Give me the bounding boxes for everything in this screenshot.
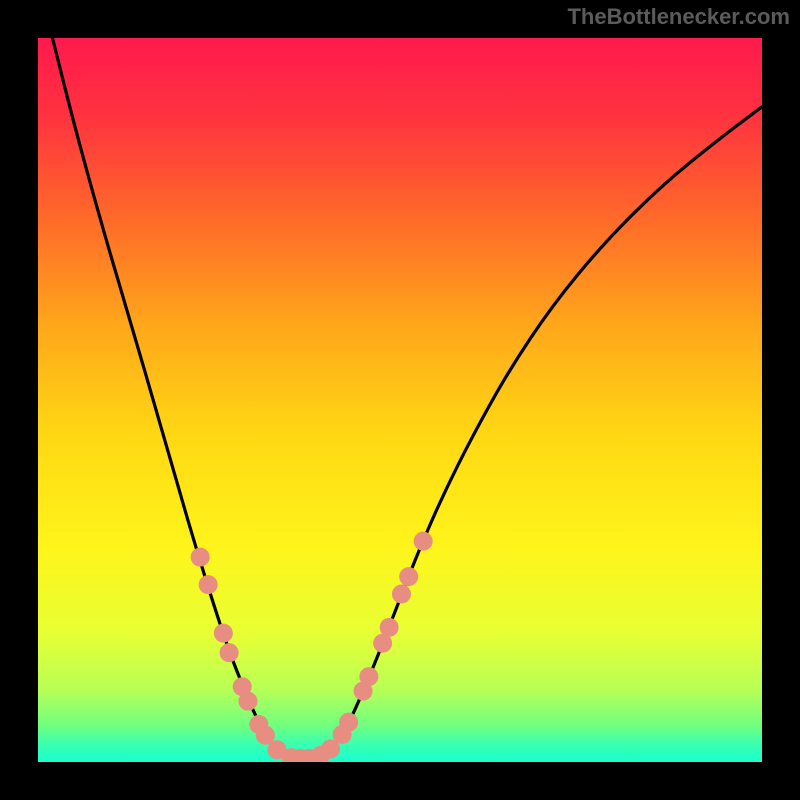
curve-dot — [191, 548, 210, 567]
curve-dots-group — [191, 532, 433, 762]
curve-dot — [399, 567, 418, 586]
curve-dot — [380, 618, 399, 637]
curve-dot — [392, 585, 411, 604]
curve-dot — [199, 575, 218, 594]
curve-dot — [214, 624, 233, 643]
curve-dot — [414, 532, 433, 551]
plot-frame — [38, 38, 762, 762]
plot-area — [38, 38, 762, 762]
curve-dot — [339, 713, 358, 732]
plot-overlay-svg — [38, 38, 762, 762]
curve-dot — [220, 643, 239, 662]
curve-dot — [359, 667, 378, 686]
watermark-text: TheBottlenecker.com — [567, 4, 790, 30]
bottleneck-curve — [52, 38, 762, 760]
curve-dot — [238, 692, 257, 711]
